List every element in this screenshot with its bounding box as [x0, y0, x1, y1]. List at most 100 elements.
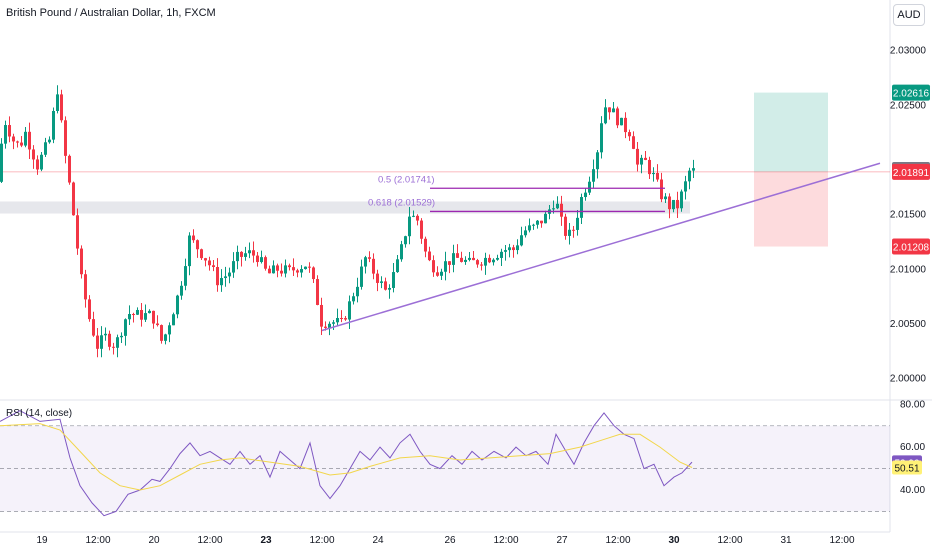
candle-body: [264, 257, 267, 269]
time-axis-tick: 12:00: [493, 535, 518, 546]
fib-level-label: 0.618 (2.01529): [368, 197, 435, 208]
candle-body: [68, 155, 71, 183]
candle-body: [560, 203, 563, 217]
candle-body: [32, 149, 35, 160]
candle-body: [288, 265, 291, 268]
rsi-axis-tick: 60.00: [900, 442, 925, 453]
candle-body: [452, 253, 455, 265]
long-position-stop-zone: [754, 171, 828, 247]
candle-body: [172, 314, 175, 326]
candle-body: [368, 257, 371, 259]
candle-body: [316, 279, 319, 305]
candle-body: [8, 125, 11, 137]
candle-body: [460, 257, 463, 262]
candle-body: [512, 247, 515, 251]
rsi-badge: [892, 460, 922, 475]
candle-body: [84, 274, 87, 300]
support-zone: [0, 201, 690, 214]
candle-body: [188, 235, 191, 267]
currency-button[interactable]: AUD: [893, 4, 925, 26]
candle-body: [636, 148, 639, 165]
candle-body: [304, 266, 307, 270]
candle-body: [492, 259, 495, 263]
candle-body: [516, 245, 519, 251]
candle-body: [256, 255, 259, 263]
time-axis-tick: 30: [668, 535, 680, 546]
candle-body: [604, 107, 607, 124]
fib-level-label: 0.5 (2.01741): [378, 174, 435, 185]
candle-body: [336, 317, 339, 323]
candle-body: [164, 334, 167, 341]
candle-body: [60, 94, 63, 121]
candle-body: [472, 257, 475, 261]
candle-body: [272, 265, 275, 274]
candle-body: [48, 139, 51, 143]
candle-body: [388, 287, 391, 290]
price-axis-tick: 2.03000: [890, 46, 927, 57]
rsi-axis-tick: 40.00: [900, 485, 925, 496]
candle-body: [0, 143, 3, 182]
price-axis-tick: 2.01500: [890, 210, 927, 221]
candle-body: [544, 213, 547, 224]
candle-body: [580, 197, 583, 218]
candle-body: [208, 260, 211, 266]
candle-body: [120, 335, 123, 338]
candle-body: [652, 172, 655, 175]
rsi-indicator-label[interactable]: RSI (14, close): [6, 408, 73, 419]
candle-body: [416, 215, 419, 221]
candle-body: [4, 125, 7, 144]
candle-body: [116, 337, 119, 348]
candle-body: [524, 230, 527, 236]
candle-body: [292, 267, 295, 271]
candle-body: [12, 136, 15, 142]
candle-body: [584, 192, 587, 198]
candle-body: [684, 181, 687, 192]
candle-body: [576, 217, 579, 230]
candle-body: [412, 215, 415, 217]
candle-body: [624, 117, 627, 133]
candle-body: [96, 335, 99, 349]
candle-body: [184, 266, 187, 286]
candle-body: [488, 257, 491, 263]
candle-body: [240, 251, 243, 257]
candle-body: [260, 257, 263, 263]
candle-body: [668, 196, 671, 210]
candle-body: [212, 265, 215, 268]
candle-body: [340, 317, 343, 319]
candlestick-series: [0, 85, 695, 358]
candle-body: [324, 326, 327, 328]
candle-body: [284, 265, 287, 274]
time-axis-tick: 23: [260, 535, 272, 546]
candle-body: [620, 117, 623, 126]
price-axis-tick: 2.00000: [890, 374, 927, 385]
candle-body: [672, 199, 675, 210]
rsi-line: [0, 410, 693, 517]
candle-body: [44, 142, 47, 155]
candle-body: [328, 323, 331, 328]
candle-body: [312, 267, 315, 280]
candle-body: [656, 172, 659, 180]
candle-body: [332, 322, 335, 324]
candle-body: [608, 107, 611, 113]
candle-body: [480, 264, 483, 266]
candle-body: [640, 157, 643, 165]
candle-body: [632, 136, 635, 149]
candle-body: [348, 301, 351, 320]
candle-body: [100, 335, 103, 349]
price-axis-tick: 2.01000: [890, 264, 927, 275]
candle-body: [248, 250, 251, 254]
rsi-badge-label: 50.51: [894, 463, 919, 474]
candle-body: [540, 220, 543, 224]
price-badge-label: 2.02616: [893, 89, 930, 100]
rsi-moving-average-line: [0, 423, 693, 491]
candle-body: [444, 261, 447, 272]
candle-body: [392, 272, 395, 288]
candle-body: [236, 251, 239, 262]
time-axis-tick: 12:00: [197, 535, 222, 546]
candle-body: [228, 272, 231, 277]
candle-body: [508, 247, 511, 251]
candle-body: [160, 325, 163, 341]
time-axis-tick: 26: [444, 535, 456, 546]
candle-body: [16, 141, 19, 143]
